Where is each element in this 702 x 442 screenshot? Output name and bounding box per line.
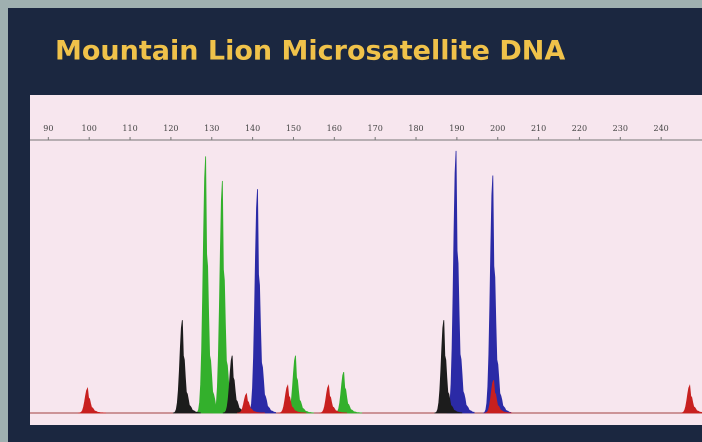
x-tick-label: 180 <box>408 124 423 133</box>
x-tick-label: 240 <box>654 124 669 133</box>
peak <box>434 320 463 414</box>
peak <box>334 371 363 414</box>
x-tick-label: 100 <box>82 124 97 133</box>
peak <box>237 392 265 414</box>
peak <box>78 386 106 414</box>
peak <box>172 320 201 414</box>
x-tick-label: 200 <box>490 124 505 133</box>
x-tick-label: 170 <box>368 124 383 133</box>
x-tick-label: 160 <box>327 124 342 133</box>
x-tick-label: 110 <box>122 124 137 133</box>
x-tick-label: 190 <box>449 124 464 133</box>
peak <box>319 384 347 414</box>
x-tick-label: 90 <box>43 124 53 133</box>
plot-panel <box>30 95 702 425</box>
peak <box>484 380 513 414</box>
x-tick-label: 140 <box>245 124 260 133</box>
x-tick-label: 120 <box>163 124 178 133</box>
x-tick-label: 150 <box>286 124 301 133</box>
x-tick-label: 230 <box>613 124 628 133</box>
x-tick-label: 220 <box>572 124 587 133</box>
x-tick-label: 210 <box>531 124 546 133</box>
peak <box>446 150 475 414</box>
peak <box>248 189 276 414</box>
peak <box>483 175 512 414</box>
peak <box>680 384 702 414</box>
peak <box>278 384 307 414</box>
chart-title: Mountain Lion Microsatellite DNA <box>55 36 565 67</box>
x-tick-label: 130 <box>204 124 219 133</box>
